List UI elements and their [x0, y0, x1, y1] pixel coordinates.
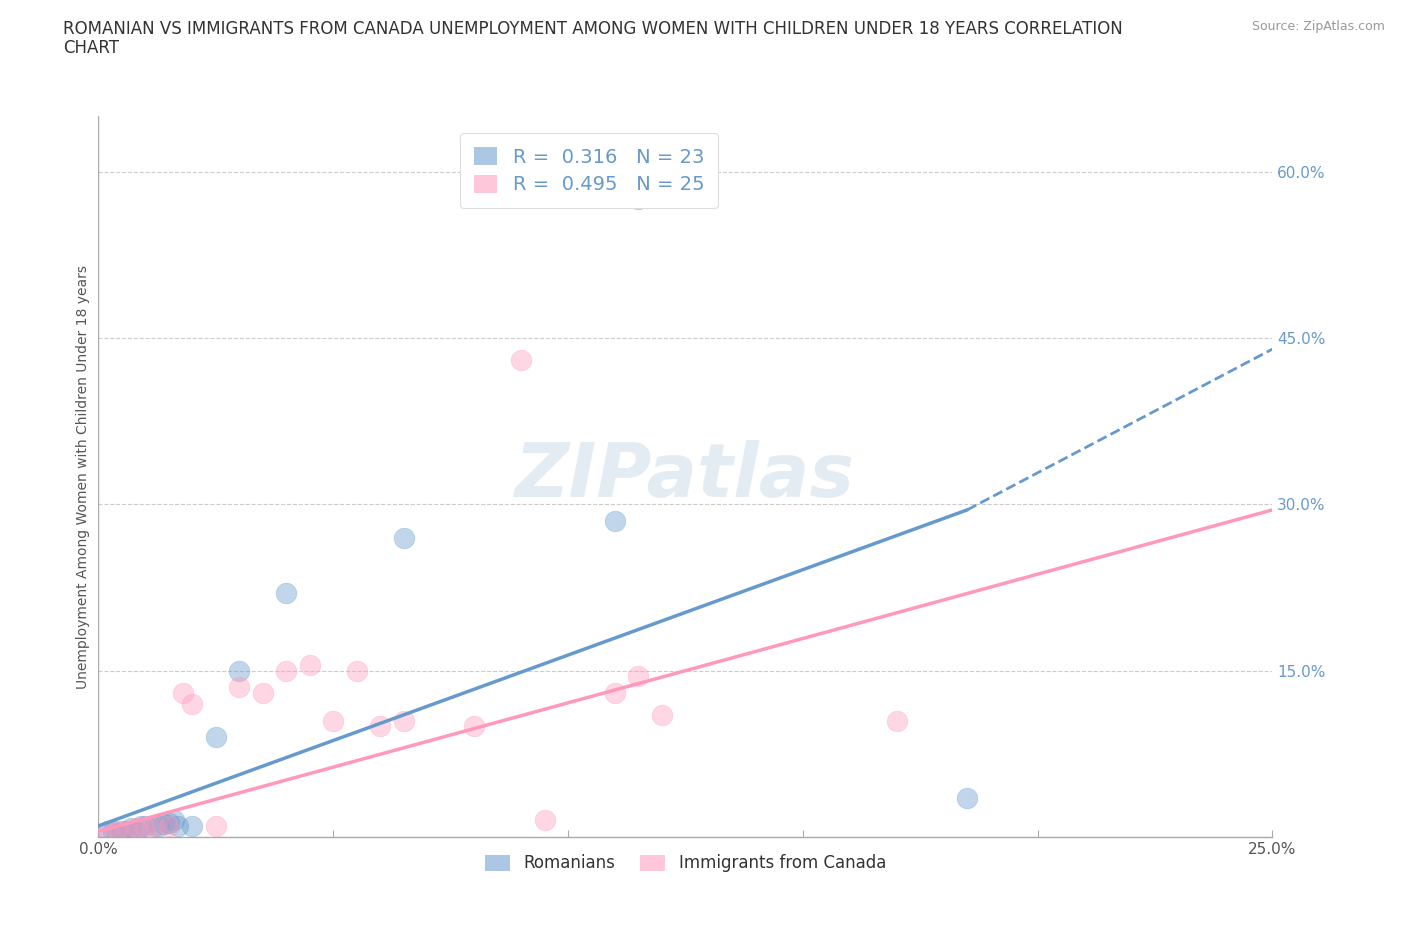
- Point: [298, 658, 321, 672]
- Point: [105, 824, 128, 839]
- Point: [510, 352, 533, 367]
- Point: [392, 713, 415, 728]
- Point: [143, 818, 166, 833]
- Point: [181, 818, 204, 833]
- Point: [143, 818, 166, 833]
- Point: [115, 824, 138, 839]
- Point: [162, 813, 184, 828]
- Point: [322, 713, 344, 728]
- Point: [392, 530, 415, 545]
- Point: [157, 818, 180, 833]
- Point: [276, 663, 298, 678]
- Y-axis label: Unemployment Among Women with Children Under 18 years: Unemployment Among Women with Children U…: [76, 265, 90, 688]
- Point: [120, 820, 142, 835]
- Point: [97, 824, 120, 839]
- Legend: Romanians, Immigrants from Canada: Romanians, Immigrants from Canada: [478, 848, 893, 879]
- Point: [172, 685, 194, 700]
- Point: [205, 818, 228, 833]
- Point: [956, 790, 979, 805]
- Point: [97, 824, 120, 839]
- Point: [105, 826, 128, 841]
- Point: [129, 818, 152, 833]
- Point: [181, 697, 204, 711]
- Point: [115, 824, 138, 839]
- Point: [886, 713, 908, 728]
- Point: [167, 818, 190, 833]
- Point: [134, 820, 156, 835]
- Point: [228, 680, 250, 695]
- Point: [627, 192, 650, 206]
- Point: [651, 708, 673, 723]
- Point: [205, 730, 228, 745]
- Text: Source: ZipAtlas.com: Source: ZipAtlas.com: [1251, 20, 1385, 33]
- Point: [153, 817, 176, 831]
- Point: [627, 669, 650, 684]
- Point: [603, 513, 626, 528]
- Point: [157, 815, 180, 830]
- Point: [276, 586, 298, 601]
- Point: [252, 685, 274, 700]
- Text: ROMANIAN VS IMMIGRANTS FROM CANADA UNEMPLOYMENT AMONG WOMEN WITH CHILDREN UNDER : ROMANIAN VS IMMIGRANTS FROM CANADA UNEMP…: [63, 20, 1123, 38]
- Point: [148, 818, 170, 833]
- Text: ZIPatlas: ZIPatlas: [516, 440, 855, 513]
- Point: [533, 813, 555, 828]
- Point: [368, 719, 391, 734]
- Point: [346, 663, 368, 678]
- Point: [125, 820, 148, 835]
- Point: [228, 663, 250, 678]
- Point: [134, 818, 156, 833]
- Point: [101, 824, 124, 839]
- Point: [111, 824, 134, 839]
- Point: [125, 824, 148, 839]
- Text: CHART: CHART: [63, 39, 120, 57]
- Point: [603, 685, 626, 700]
- Point: [463, 719, 485, 734]
